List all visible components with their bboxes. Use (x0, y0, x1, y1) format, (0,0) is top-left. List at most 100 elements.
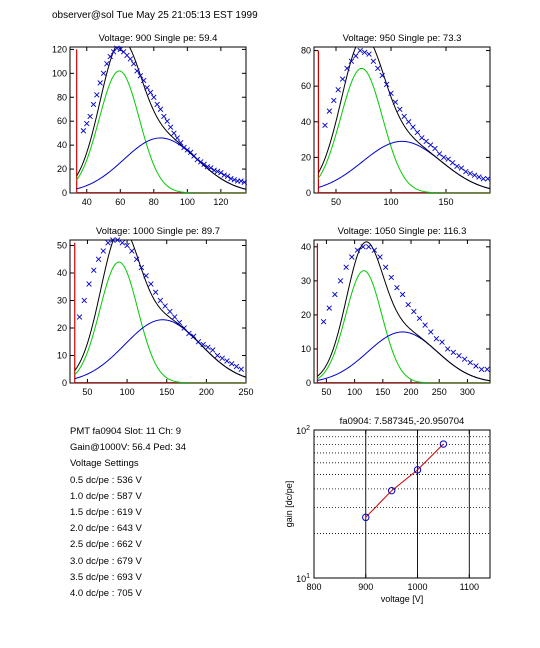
x-tick-label: 150 (375, 387, 390, 397)
data-point (471, 172, 478, 178)
data-point (138, 264, 145, 271)
data-point (100, 70, 107, 77)
x-tick-label: 50 (331, 197, 341, 207)
data-point (405, 119, 412, 125)
data-point (411, 308, 417, 315)
single-pe-gaussian (76, 70, 246, 193)
y-tick-label: 20 (57, 323, 67, 333)
y-tick-label: 40 (57, 140, 67, 150)
y-tick-label: 20 (57, 164, 67, 174)
data-point (157, 297, 164, 304)
data-point (337, 278, 344, 284)
y-axis-label: gain [dc/pe] (284, 481, 294, 528)
x-tick-label: 150 (438, 197, 453, 207)
data-point (214, 168, 221, 175)
x-tick-label: 50 (82, 387, 92, 397)
voltage-setting: 3.0 dc/pe : 679 V (70, 555, 142, 567)
data-point (410, 124, 416, 130)
x-tick-label: 300 (460, 387, 475, 397)
data-point (167, 308, 173, 315)
data-point (427, 142, 434, 148)
data-point (91, 267, 97, 273)
data-point (383, 81, 390, 88)
chart-panel-2: Voltage: 950 Single pe: 73.3 50 100 150 0 20 4… (301, 33, 491, 207)
data-point (379, 72, 385, 79)
y-tick-label: 0 (62, 188, 67, 198)
x-tick-label: 900 (358, 582, 373, 592)
x-tick-label: 100 (383, 197, 398, 207)
data-point (405, 301, 411, 308)
data-point (87, 113, 93, 120)
data-point (114, 237, 121, 243)
data-point (428, 329, 434, 335)
data-point (439, 339, 445, 345)
voltage-setting: 3.5 dc/pe : 693 V (70, 571, 142, 583)
voltage-setting: 2.5 dc/pe : 662 V (70, 539, 142, 551)
y-tick-label: 0 (62, 378, 67, 388)
data-point (332, 291, 338, 298)
total-fit-curve (317, 241, 490, 382)
single-pe-gaussian (74, 261, 246, 383)
data-point (414, 129, 421, 136)
data-point (94, 92, 100, 98)
data-point (124, 242, 130, 249)
chart-panel-3: Voltage: 1000 Single pe: 89.750 100 150 200… (57, 226, 254, 397)
data-point (371, 247, 378, 253)
data-point (117, 46, 124, 53)
data-point (176, 319, 183, 326)
total-fit-curve (76, 47, 246, 190)
data-point (377, 254, 383, 260)
data-point (456, 353, 462, 359)
data-point (458, 165, 465, 171)
data-point (432, 145, 438, 152)
data-point (218, 169, 224, 176)
data-point (119, 240, 126, 246)
chart-panel-4: Voltage: 1050 Single pe: 116.350 100 150 20… (301, 226, 491, 397)
y-tick-label: 102 (296, 425, 310, 436)
voltage-setting: 1.0 dc/pe : 587 V (70, 490, 142, 502)
data-point (144, 84, 150, 91)
gain-data-point (439, 440, 448, 448)
data-point (114, 45, 120, 51)
voltage-setting: 2.0 dc/pe : 643 V (70, 523, 142, 535)
data-point (463, 168, 469, 175)
data-point (107, 53, 113, 60)
plot-frame (313, 429, 491, 579)
y-tick-label: 60 (301, 81, 311, 91)
x-axis-label: voltage [V] (381, 594, 424, 604)
data-point (110, 237, 116, 243)
data-point (349, 254, 355, 260)
x-tick-label: 100 (120, 387, 135, 397)
y-tick-label: 0 (306, 378, 311, 388)
data-point (80, 128, 87, 134)
x-tick-label: 200 (404, 387, 419, 397)
data-point (233, 363, 240, 370)
header-text: observer@sol Tue May 25 21:05:13 EST 199… (52, 10, 258, 21)
data-point (331, 97, 337, 104)
data-point (366, 51, 372, 57)
data-point (467, 359, 473, 366)
voltage-setting: 0.5 dc/pe : 536 V (70, 474, 142, 486)
y-tick-label: 80 (57, 92, 67, 102)
data-point (382, 264, 389, 270)
data-point (171, 130, 177, 136)
data-point (195, 339, 202, 345)
data-point (392, 99, 399, 105)
data-point (419, 135, 425, 141)
data-point (137, 73, 144, 79)
chart-panel-1: Voltage: 900 Single pe: 59.4 40 60 80 100 120… (52, 33, 248, 207)
x-tick-label: 250 (432, 387, 447, 397)
voltage-setting: 1.5 dc/pe : 619 V (70, 506, 142, 518)
data-point (181, 144, 187, 151)
x-tick-label: 800 (306, 582, 321, 592)
data-point (204, 163, 211, 170)
data-point (105, 240, 111, 246)
data-point (76, 314, 83, 320)
data-point (127, 56, 134, 62)
data-point (484, 366, 490, 373)
data-point (353, 53, 359, 59)
data-point (401, 113, 407, 120)
pmt-info-line1: PMT fa0904 Slot: 11 Ch: 9 (70, 426, 182, 437)
data-point (326, 305, 332, 311)
data-point (224, 358, 230, 364)
